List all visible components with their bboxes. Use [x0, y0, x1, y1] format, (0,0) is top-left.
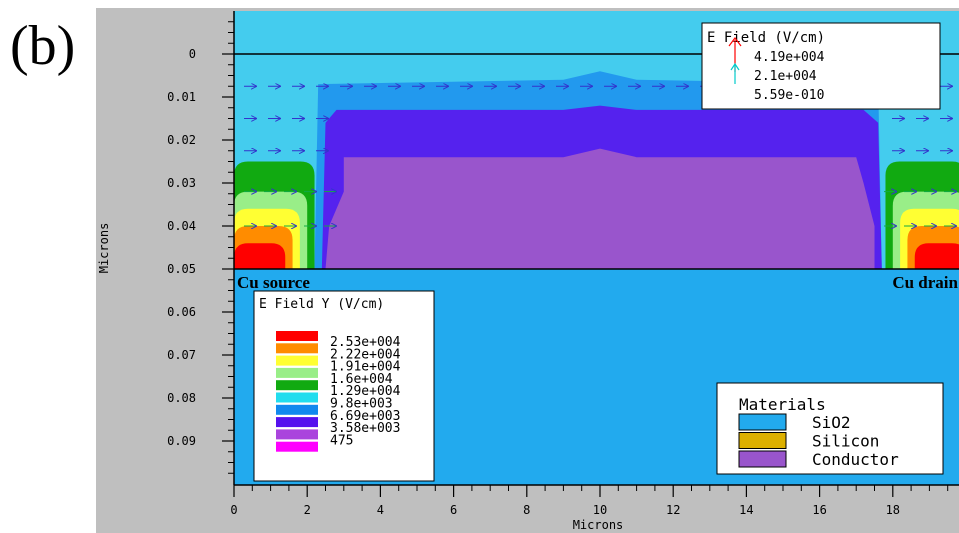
contour-legend-label: 2.22e+004	[330, 347, 401, 362]
materials-legend-swatch	[738, 413, 787, 431]
y-tick-label: 0.04	[167, 219, 196, 233]
y-tick-label: 0.08	[167, 391, 196, 405]
materials-legend-title: Materials	[739, 395, 826, 414]
contour-legend-label: 3.58e+003	[330, 421, 400, 436]
x-tick-label: 4	[377, 503, 384, 517]
drain-contour-4	[914, 243, 959, 269]
contour-legend-swatch	[276, 441, 318, 452]
vector-legend-label: 4.19e+004	[754, 50, 825, 65]
y-axis-label: Microns	[97, 223, 111, 274]
y-tick-label: 0.07	[167, 348, 196, 362]
materials-legend-swatch	[738, 450, 787, 468]
y-tick-label: 0.01	[167, 90, 196, 104]
x-tick-label: 10	[593, 503, 607, 517]
contour-legend-swatch	[276, 380, 318, 391]
x-tick-label: 8	[523, 503, 530, 517]
source-contour-4	[234, 243, 286, 269]
contour-legend-swatch	[276, 367, 318, 378]
contour-legend-swatch	[276, 343, 318, 354]
y-tick-label: 0.09	[167, 434, 196, 448]
contour-legend-swatch	[276, 392, 318, 403]
x-tick-label: 18	[886, 503, 900, 517]
x-tick-label: 12	[666, 503, 680, 517]
vector-legend-title: E Field (V/cm)	[707, 30, 825, 46]
materials-legend-label: SiO2	[812, 413, 851, 432]
contour-legend-swatch	[276, 417, 318, 428]
panel-label: (b)	[10, 15, 76, 77]
contour-legend-swatch	[276, 331, 318, 341]
x-tick-label: 2	[304, 503, 311, 517]
vector-legend-arrow-max-head	[728, 37, 742, 47]
vector-legend-label: 5.59e-010	[754, 88, 824, 103]
contour-legend-swatch	[276, 429, 318, 440]
x-tick-label: 6	[450, 503, 457, 517]
contour-legend-label: 1.29e+004	[330, 384, 401, 399]
y-tick-label: 0.05	[167, 262, 196, 276]
source-annotation: Cu source	[237, 273, 310, 292]
y-tick-label: 0	[189, 47, 196, 61]
vector-legend-label: 2.1e+004	[754, 69, 817, 84]
x-tick-label: 0	[230, 503, 237, 517]
contour-legend-label: 2.53e+004	[330, 335, 401, 350]
drain-annotation: Cu drain	[892, 273, 958, 292]
materials-legend-label: Conductor	[812, 450, 899, 469]
y-tick-label: 0.03	[167, 176, 196, 190]
contour-legend-swatch	[276, 355, 318, 366]
contour-legend-label: 475	[330, 433, 353, 448]
x-tick-label: 14	[739, 503, 753, 517]
vector-legend-box	[701, 22, 941, 110]
materials-legend-label: Silicon	[812, 432, 879, 451]
contour-legend-title: E Field Y (V/cm)	[259, 297, 384, 312]
contour-legend-label: 6.69e+003	[330, 409, 400, 424]
contour-legend-label: 1.6e+004	[330, 372, 393, 387]
contour-legend-label: 1.91e+004	[330, 360, 401, 375]
x-tick-label: 16	[812, 503, 826, 517]
materials-legend-swatch	[738, 432, 787, 449]
x-axis-label: Microns	[573, 518, 624, 532]
contour-legend-swatch	[276, 404, 318, 415]
vector-legend-arrow-mid-head	[730, 62, 740, 71]
conductor-region	[325, 148, 875, 269]
y-tick-label: 0.02	[167, 133, 196, 147]
contour-legend-label: 9.8e+003	[330, 397, 393, 412]
y-tick-label: 0.06	[167, 305, 196, 319]
